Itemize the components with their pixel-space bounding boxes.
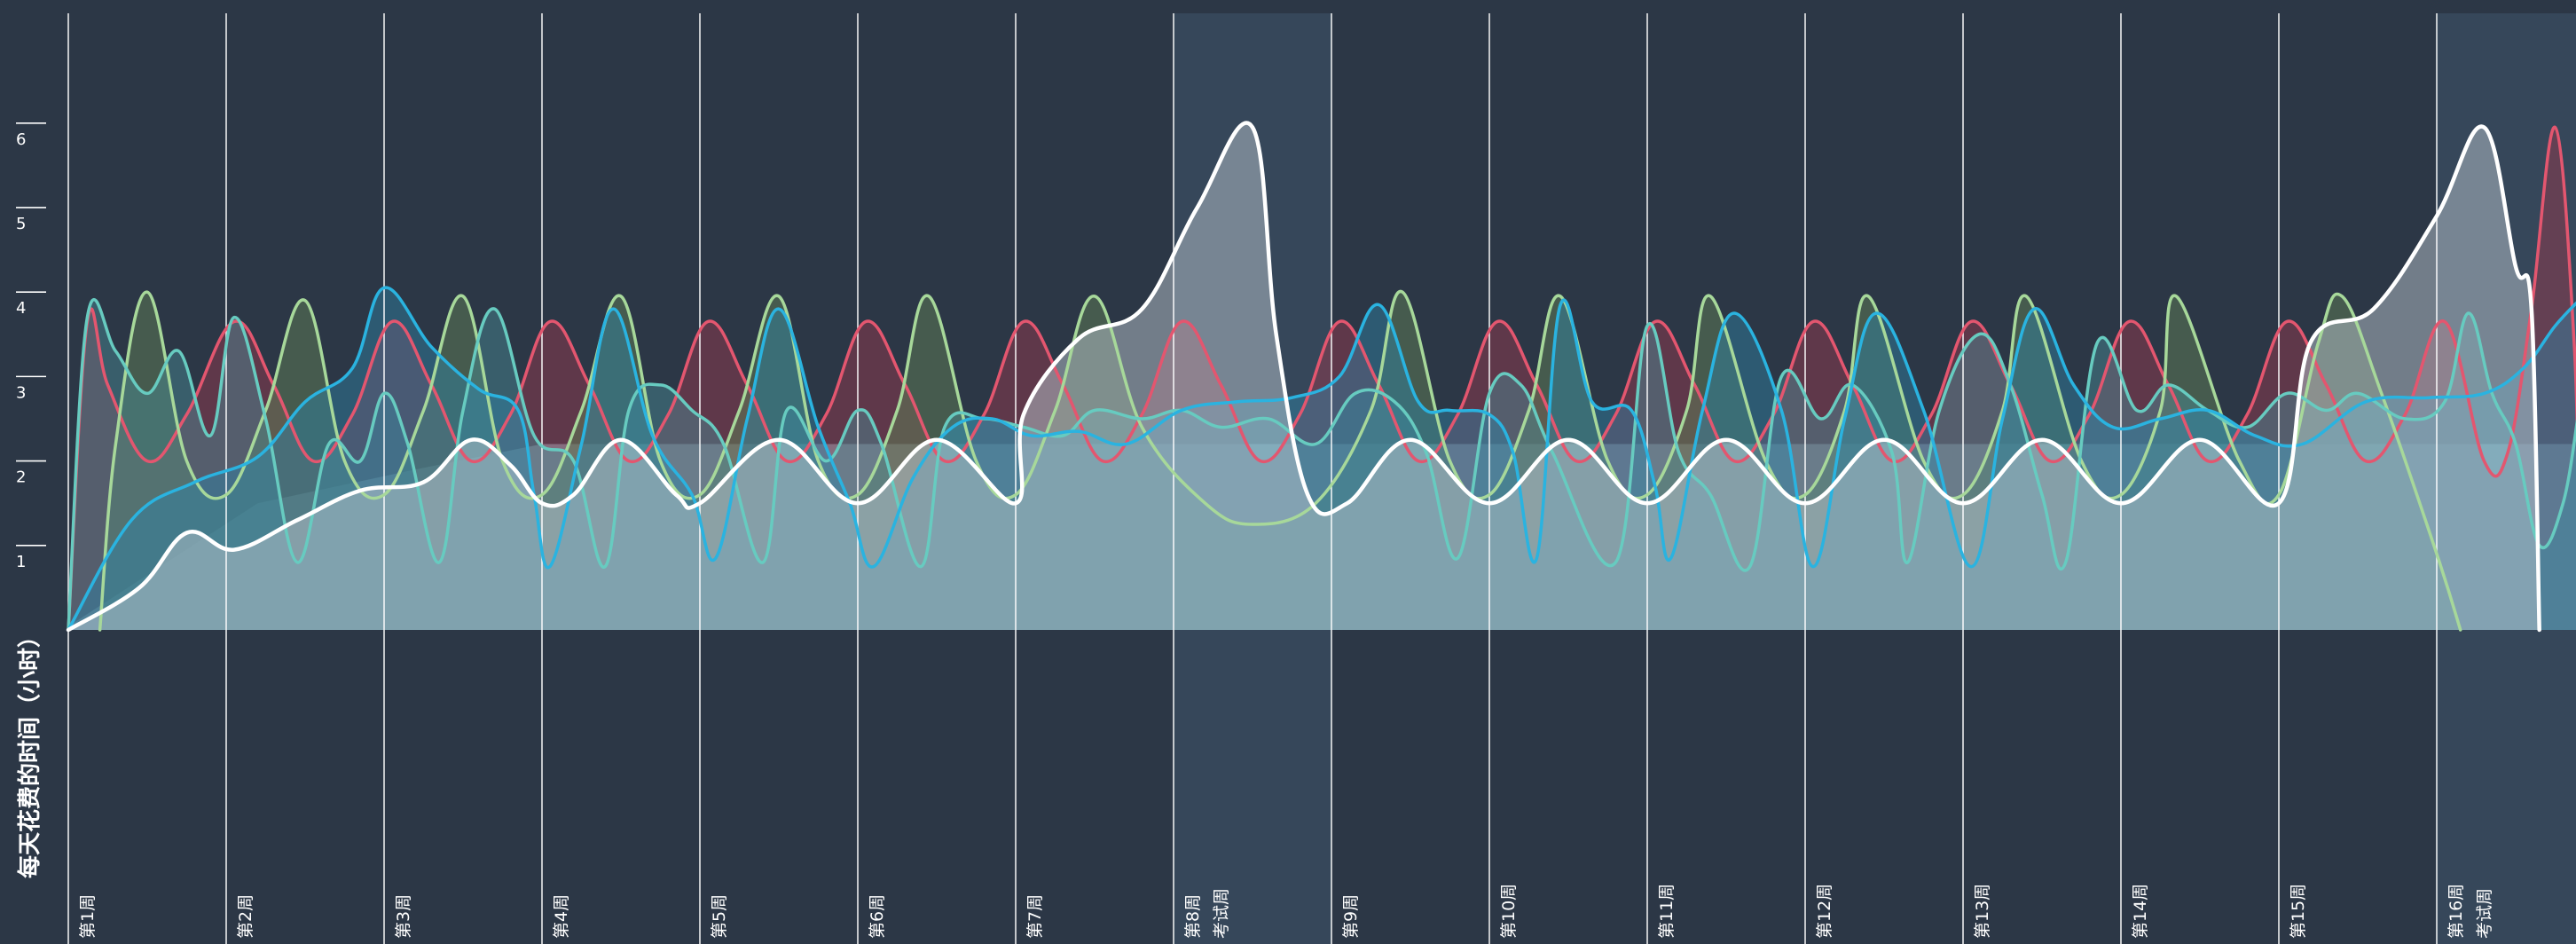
week-label: 第12周 xyxy=(1815,884,1834,939)
series-line-5 xyxy=(67,286,2576,632)
y-tick-label: 4 xyxy=(16,299,26,318)
week-label: 第4周 xyxy=(552,894,571,939)
series-line-1 xyxy=(66,121,2541,633)
week-label: 第7周 xyxy=(1025,894,1045,939)
y-tick-label: 6 xyxy=(16,130,26,149)
week-label: 第15周 xyxy=(2289,884,2308,939)
y-axis-title: 每天花费的时间（小时） xyxy=(16,625,43,878)
y-tick-label: 2 xyxy=(16,468,26,487)
series-line-4 xyxy=(67,298,2576,632)
week-label: 第14周 xyxy=(2131,884,2150,939)
week-label: 第5周 xyxy=(710,894,729,939)
week-label: 第1周 xyxy=(78,894,98,939)
week-label: 第6周 xyxy=(868,894,887,939)
week-sublabel: 考试周 xyxy=(2475,888,2494,939)
week-label: 第3周 xyxy=(394,894,413,939)
week-label: 第2周 xyxy=(236,894,255,939)
y-tick-label: 1 xyxy=(16,553,26,571)
week-sublabel: 考试周 xyxy=(1212,888,1231,939)
week-label: 第13周 xyxy=(1973,884,1992,939)
y-tick-label: 5 xyxy=(16,215,26,233)
week-grid-lines xyxy=(67,13,2438,944)
week-label: 第16周 xyxy=(2446,884,2466,939)
series-lines xyxy=(66,121,2576,633)
x-axis-week-labels: 第1周 第2周 第3周 第4周 第5周 第6周 第7周 第8周 考试周 第9周 第10周 第11周 第1… xyxy=(78,884,2494,939)
week-label: 第9周 xyxy=(1341,894,1361,939)
week-label: 第10周 xyxy=(1499,884,1519,939)
week-label: 第8周 xyxy=(1183,894,1203,939)
y-tick-label: 3 xyxy=(16,383,26,402)
week-label: 第11周 xyxy=(1657,884,1677,939)
y-axis: 1 2 3 4 5 6 xyxy=(16,122,46,571)
